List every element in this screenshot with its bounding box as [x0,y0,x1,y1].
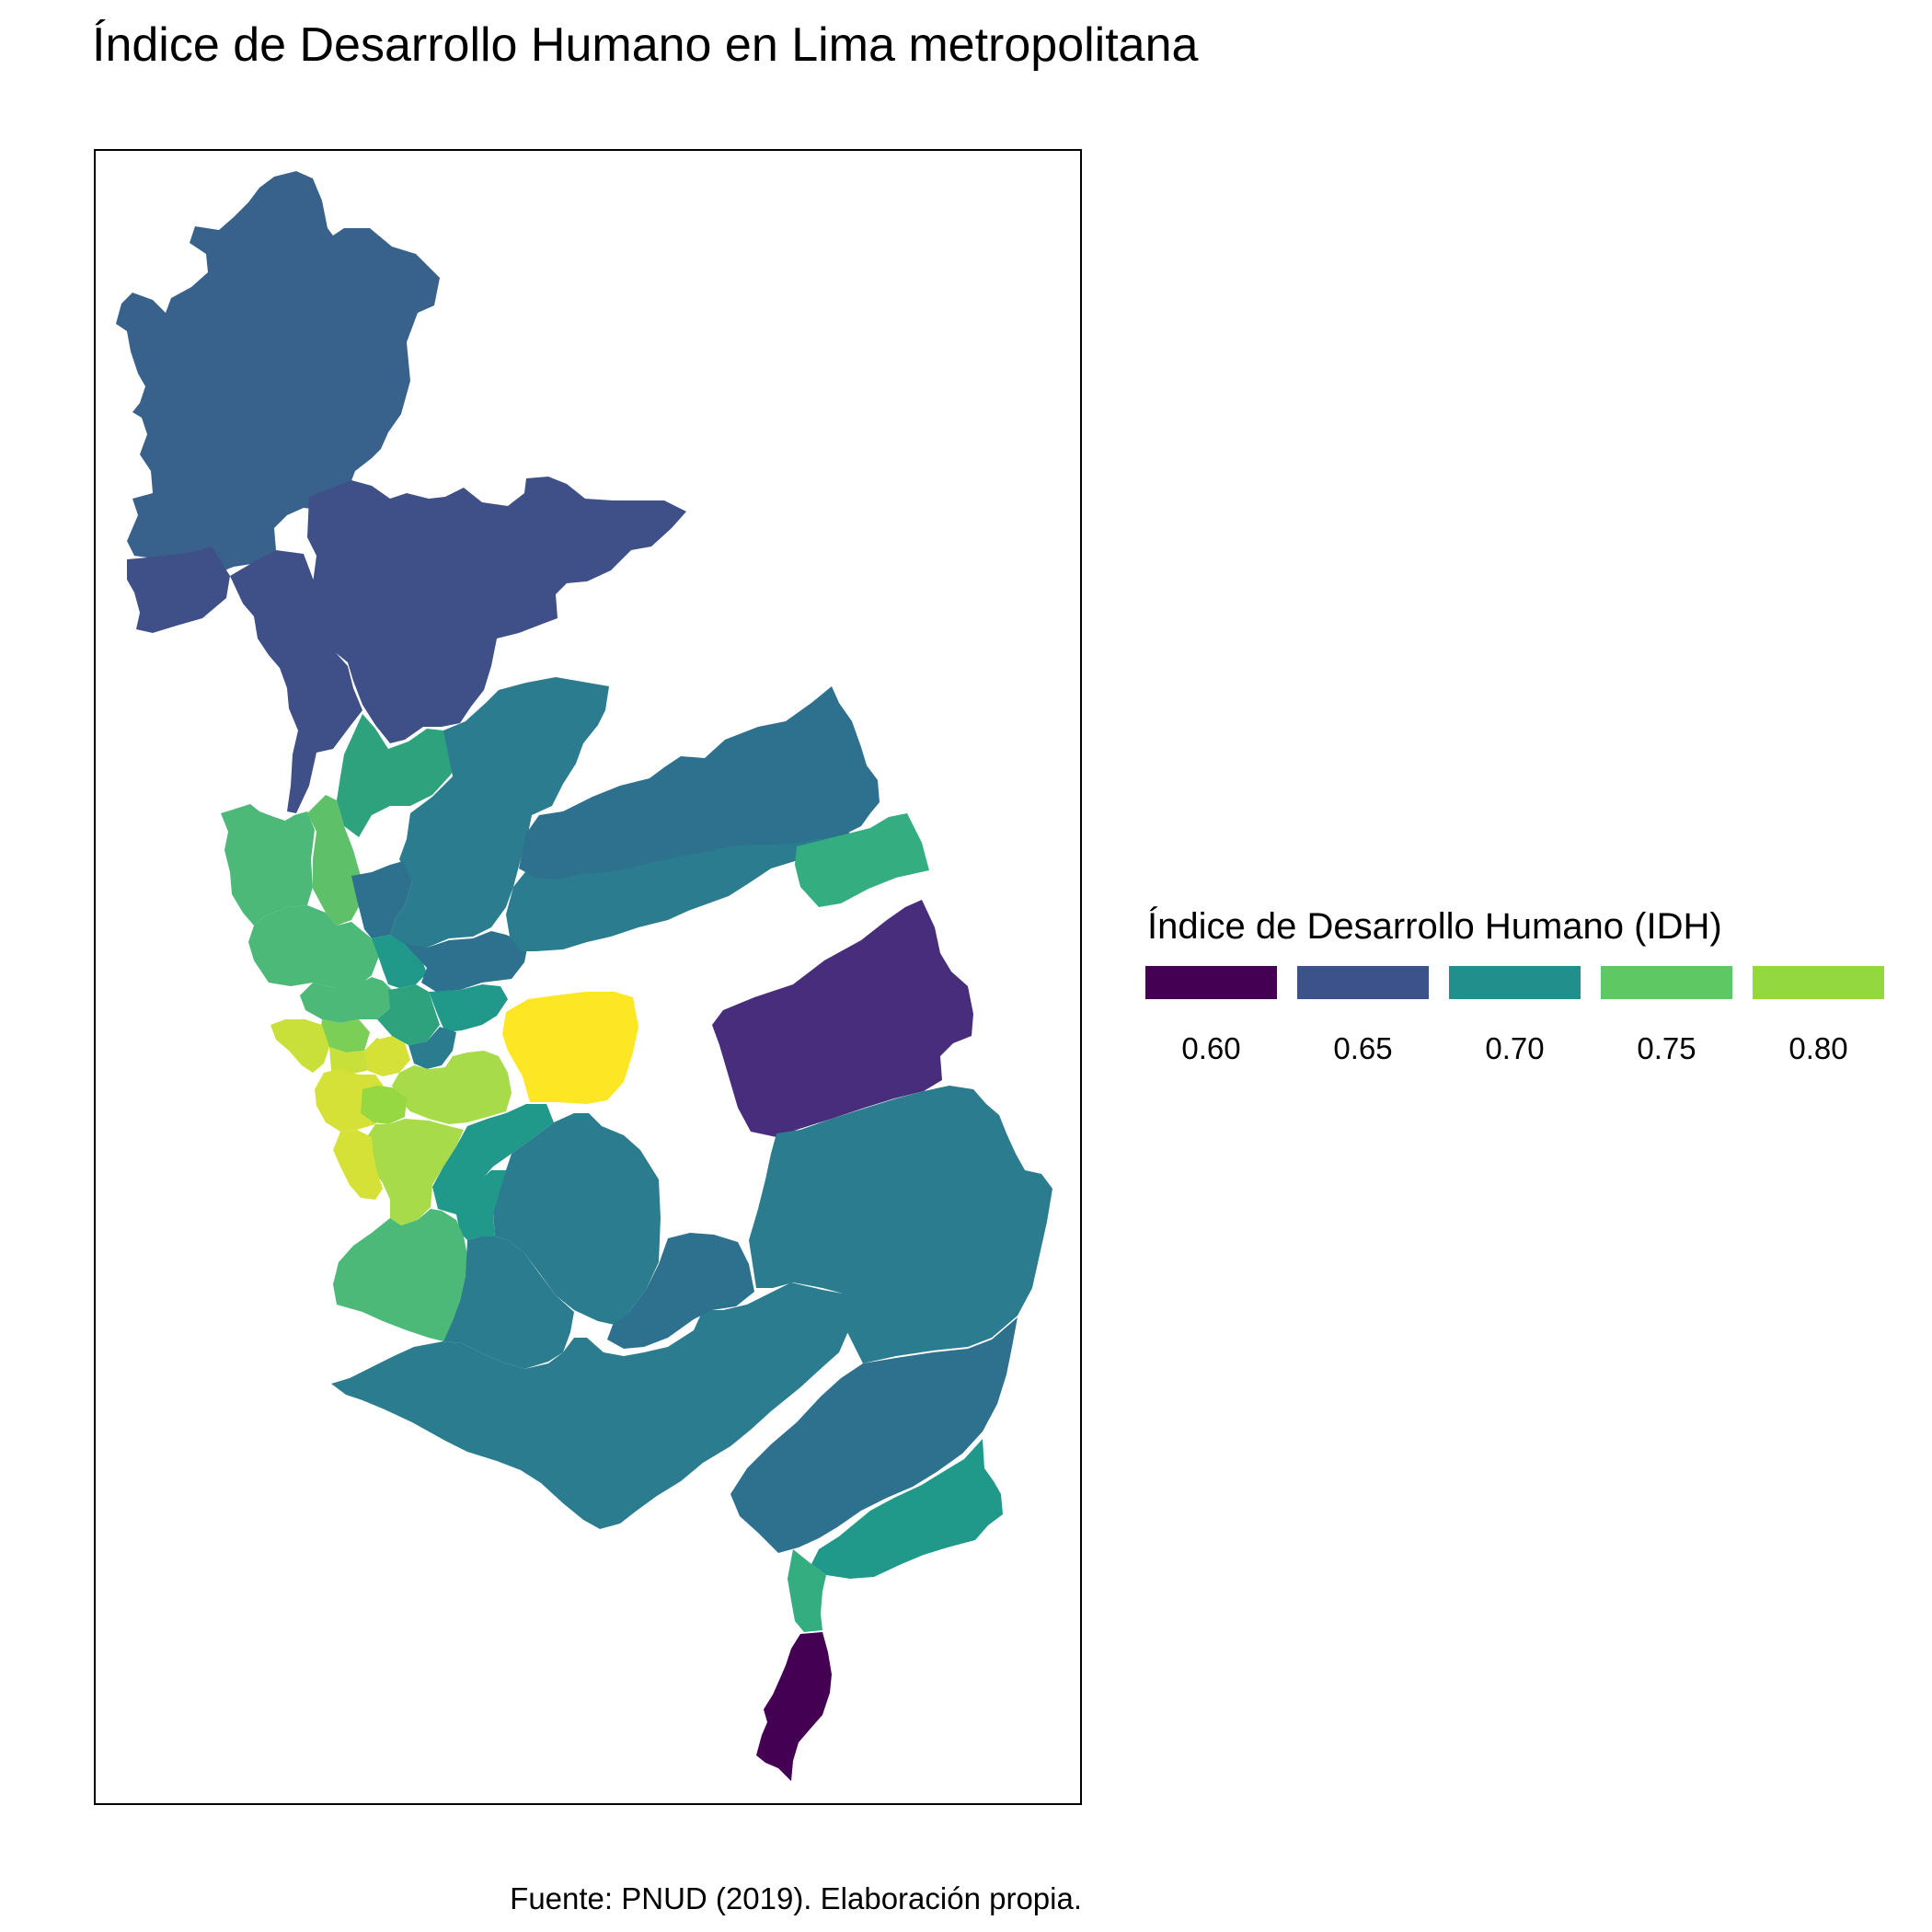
district-la-molina [502,992,638,1104]
district-lurin [331,1282,852,1529]
district-independencia [351,861,412,938]
district-antioquia [749,1086,1052,1363]
district-san-bartolo [811,1439,1003,1579]
map-title: Índice de Desarrollo Humano en Lima metr… [92,18,1199,72]
legend-label-0-60: 0.60 [1181,1031,1241,1065]
legend-title: Índice de Desarrollo Humano (IDH) [1147,906,1722,947]
legend-key-0-65 [1297,966,1429,999]
legend: 0.60 0.65 0.70 0.75 0.80 [1145,966,1900,1076]
district-san-borja [392,1051,512,1124]
district-santa-maria [788,1549,826,1632]
district-jesus-maria [364,1036,410,1076]
district-cieneguilla [712,900,973,1137]
district-ancon [116,171,440,583]
choropleth-map [116,171,1052,1781]
district-san-luis [408,1027,456,1069]
district-sjm [456,1170,506,1240]
district-ventanilla [221,804,315,926]
district-chaclacayo [795,813,929,907]
district-surquillo [361,1086,407,1124]
district-smp [248,905,381,988]
district-la-punta [270,1019,329,1073]
district-surco [364,1119,464,1225]
legend-key-0-80 [1753,966,1884,999]
district-carabayllo [302,477,686,743]
source-caption: Fuente: PNUD (2019). Elaboración propia. [510,1881,1082,1915]
legend-label-0-80: 0.80 [1788,1031,1848,1065]
district-lurigancho [519,686,880,880]
legend-label-0-75: 0.75 [1637,1031,1696,1065]
district-santa-rosa [127,546,230,633]
legend-key-0-60 [1145,966,1277,999]
district-ves [333,1209,467,1341]
map-panel [94,149,1082,1805]
district-callao [300,977,392,1023]
district-puente-piedra [230,550,362,813]
district-rimac [372,935,427,988]
legend-label-0-70: 0.70 [1485,1031,1545,1065]
district-pachacamac [493,1113,661,1325]
legend-key-0-75 [1601,966,1732,999]
district-punta-hermosa [607,1233,754,1349]
district-la-victoria [429,984,508,1032]
legend-label-0-65: 0.65 [1333,1031,1393,1065]
district-los-olivos [307,795,361,926]
district-santa-anita [432,1104,554,1214]
district-cercado [377,984,440,1045]
district-comas [337,714,462,837]
legend-key-0-70 [1449,966,1581,999]
district-chorrillos [333,1130,383,1200]
district-pucusana [756,1632,832,1781]
district-vmt [443,1236,574,1369]
district-punta-negra [730,1317,1018,1553]
district-el-agustino [405,931,528,992]
district-bellavista [320,1019,370,1052]
district-sjl [390,677,609,948]
